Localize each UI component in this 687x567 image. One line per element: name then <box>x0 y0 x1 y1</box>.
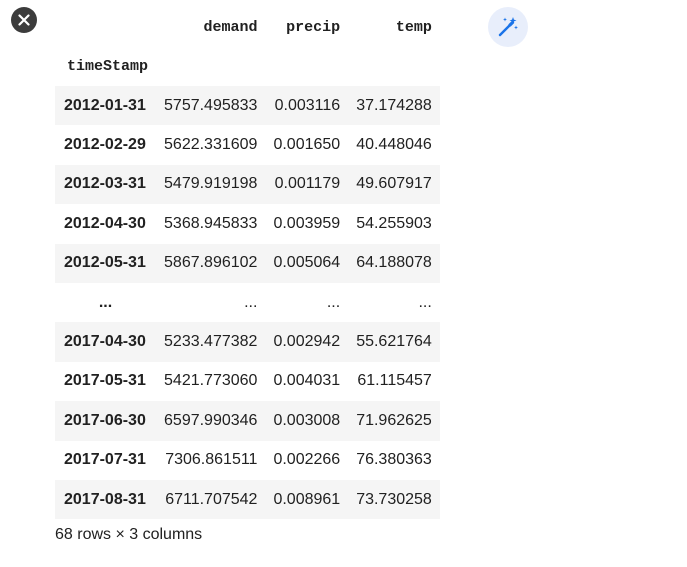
cell-temp: 64.188078 <box>356 254 432 272</box>
table-row: 2012-05-31 5867.896102 0.005064 64.18807… <box>55 243 440 283</box>
cell-temp: 37.174288 <box>356 96 432 114</box>
table-row: 2012-01-31 5757.495833 0.003116 37.17428… <box>55 86 440 126</box>
index-name: timeStamp <box>67 57 149 75</box>
row-index: 2012-03-31 <box>64 175 146 193</box>
close-icon <box>18 14 30 26</box>
row-index: 2017-04-30 <box>64 333 146 351</box>
table-row: 2017-04-30 5233.477382 0.002942 55.62176… <box>55 322 440 362</box>
cell-demand: 5867.896102 <box>164 254 258 272</box>
cell-temp: 76.380363 <box>356 451 432 469</box>
cell-precip: 0.002266 <box>273 451 341 469</box>
cell-precip: 0.001179 <box>274 175 341 193</box>
row-index: 2017-05-31 <box>64 372 146 390</box>
row-index: 2012-04-30 <box>64 214 146 232</box>
column-header-row: demand precip temp <box>55 8 440 46</box>
cell-temp: 49.607917 <box>356 175 432 193</box>
row-index: 2012-05-31 <box>64 254 146 272</box>
cell-precip: 0.001650 <box>273 136 341 154</box>
cell-precip: 0.003959 <box>273 214 341 232</box>
suggest-charts-button[interactable] <box>488 7 528 47</box>
cell-precip: 0.003116 <box>274 96 341 114</box>
cell-demand: 5421.773060 <box>164 372 258 390</box>
row-index: 2017-06-30 <box>64 411 146 429</box>
cell-demand: 5757.495833 <box>164 96 258 114</box>
index-name-row: timeStamp <box>55 46 440 86</box>
cell-temp: 71.962625 <box>356 411 432 429</box>
cell-precip: 0.004031 <box>273 372 341 390</box>
close-output-button[interactable] <box>11 7 37 33</box>
table-row: 2012-03-31 5479.919198 0.001179 49.60791… <box>55 164 440 205</box>
table-row: 2017-06-30 6597.990346 0.003008 71.96262… <box>55 401 440 441</box>
ellipsis-row: ... ... ... ... <box>55 282 440 323</box>
row-index: 2012-01-31 <box>64 96 146 114</box>
index-header-blank <box>55 8 156 46</box>
cell-precip: 0.008961 <box>273 490 341 508</box>
cell-temp: 40.448046 <box>356 136 432 154</box>
cell-temp: 73.730258 <box>356 490 432 508</box>
table-row: 2017-07-31 7306.861511 0.002266 76.38036… <box>55 440 440 480</box>
cell-demand: 5622.331609 <box>164 136 258 154</box>
cell-temp: ... <box>418 293 432 311</box>
cell-demand: ... <box>244 293 258 311</box>
dataframe-table: demand precip temp timeStamp 2012-01-31 … <box>55 8 440 520</box>
column-header-temp: temp <box>395 18 432 36</box>
magic-wand-icon <box>498 17 518 37</box>
cell-temp: 61.115457 <box>357 372 432 390</box>
cell-demand: 5479.919198 <box>164 175 258 193</box>
table-row: 2017-05-31 5421.773060 0.004031 61.11545… <box>55 361 440 402</box>
row-index: 2012-02-29 <box>64 136 146 154</box>
cell-temp: 54.255903 <box>356 214 432 232</box>
column-header-precip: precip <box>286 18 341 36</box>
cell-demand: 6711.707542 <box>165 490 258 508</box>
cell-precip: 0.003008 <box>273 411 341 429</box>
row-index: ... <box>98 293 113 311</box>
column-header-demand: demand <box>203 18 258 36</box>
dataframe-shape-text: 68 rows × 3 columns <box>55 526 203 543</box>
cell-demand: 7306.861511 <box>165 451 258 469</box>
row-index: 2017-08-31 <box>64 490 146 508</box>
cell-precip: 0.002942 <box>273 333 341 351</box>
cell-demand: 5368.945833 <box>164 214 258 232</box>
cell-precip: ... <box>326 293 341 311</box>
row-index: 2017-07-31 <box>64 451 146 469</box>
cell-demand: 6597.990346 <box>164 411 258 429</box>
table-row: 2012-04-30 5368.945833 0.003959 54.25590… <box>55 204 440 244</box>
table-row: 2012-02-29 5622.331609 0.001650 40.44804… <box>55 125 440 165</box>
cell-demand: 5233.477382 <box>164 333 258 351</box>
table-row: 2017-08-31 6711.707542 0.008961 73.73025… <box>55 479 440 520</box>
cell-temp: 55.621764 <box>356 333 432 351</box>
cell-precip: 0.005064 <box>273 254 341 272</box>
